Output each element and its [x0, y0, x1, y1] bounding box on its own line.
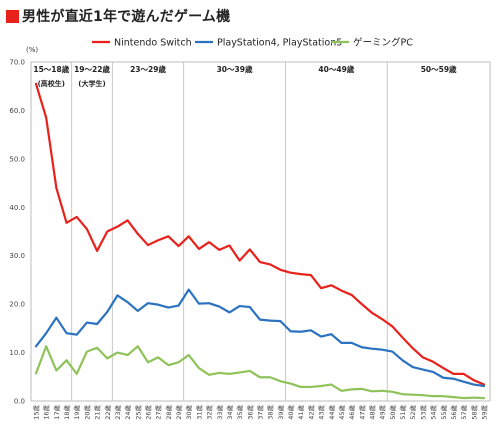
x-tick-label: 26歳 — [144, 405, 153, 420]
x-tick-label: 29歳 — [174, 405, 183, 420]
x-tick-label: 45歳 — [337, 405, 346, 420]
x-tick-label: 33歳 — [215, 405, 224, 420]
y-tick-label: 60.0 — [9, 107, 25, 115]
x-tick-label: 41歳 — [296, 405, 305, 420]
x-tick-label: 37歳 — [256, 405, 265, 420]
x-tick-label: 49歳 — [378, 405, 387, 420]
x-tick-label: 48歳 — [368, 405, 377, 420]
x-tick-label: 40歳 — [286, 405, 295, 420]
y-tick-label: 10.0 — [9, 349, 25, 357]
x-tick-label: 47歳 — [357, 405, 366, 420]
x-tick-label: 54歳 — [429, 405, 438, 420]
x-tick-label: 27歳 — [154, 405, 163, 420]
age-group-label: 19〜22歳 — [74, 64, 110, 74]
age-group-sublabel: (大学生) — [78, 79, 105, 88]
x-tick-label: 55歳 — [439, 405, 448, 420]
age-group-label: 23〜29歳 — [130, 64, 166, 74]
y-axis-unit-label: (%) — [26, 46, 38, 54]
x-tick-label: 19歳 — [72, 405, 81, 420]
x-tick-label: 39歳 — [276, 405, 285, 420]
x-tick-label: 35歳 — [235, 405, 244, 420]
legend-gaming-pc-label: ゲーミングPC — [353, 37, 413, 49]
x-tick-label: 36歳 — [245, 405, 254, 420]
x-tick-label: 30歳 — [184, 405, 193, 420]
x-tick-label: 18歳 — [62, 405, 71, 420]
x-tick-label: 23歳 — [113, 405, 122, 420]
x-tick-label: 24歳 — [123, 405, 132, 420]
x-tick-label: 46歳 — [347, 405, 356, 420]
x-tick-label: 32歳 — [205, 405, 214, 420]
x-tick-label: 34歳 — [225, 405, 234, 420]
y-tick-label: 50.0 — [9, 155, 25, 163]
x-tick-label: 20歳 — [82, 405, 91, 420]
chart-title: 男性が直近1年で遊んだゲーム機 — [22, 9, 231, 25]
x-tick-label: 59歳 — [480, 405, 489, 420]
x-tick-label: 43歳 — [317, 405, 326, 420]
x-tick-label: 58歳 — [469, 405, 478, 420]
age-group-label: 15〜18歳 — [33, 64, 69, 74]
x-tick-label: 53歳 — [418, 405, 427, 420]
x-tick-label: 25歳 — [133, 405, 142, 420]
x-tick-label: 28歳 — [164, 405, 173, 420]
legend-playstation-label: PlayStation4, PlayStation5 — [217, 38, 342, 49]
x-tick-label: 51歳 — [398, 405, 407, 420]
nintendo-switch-line — [34, 82, 486, 386]
age-group-label: 40〜49歳 — [318, 64, 354, 74]
x-tick-label: 56歳 — [449, 405, 458, 420]
x-tick-label: 17歳 — [52, 405, 61, 420]
legend-nintendo-switch-label: Nintendo Switch — [114, 38, 192, 49]
x-tick-label: 38歳 — [266, 405, 275, 420]
playstation-line — [34, 288, 486, 388]
plot-area-border — [30, 61, 491, 402]
title-row: 男性が直近1年で遊んだゲーム機 — [6, 6, 230, 26]
gaming-pc-line — [34, 345, 486, 400]
y-tick-label: 70.0 — [9, 59, 25, 67]
y-tick-label: 40.0 — [9, 204, 25, 212]
title-marker-square — [6, 9, 19, 23]
x-tick-label: 15歳 — [32, 405, 41, 420]
x-tick-label: 16歳 — [42, 405, 51, 420]
y-tick-label: 30.0 — [9, 252, 25, 260]
age-group-sublabel: (高校生) — [38, 79, 65, 88]
x-tick-label: 22歳 — [103, 405, 112, 420]
x-tick-label: 57歳 — [459, 405, 468, 420]
y-tick-label: 0.0 — [14, 398, 25, 406]
x-tick-label: 50歳 — [388, 405, 397, 420]
x-tick-label: 52歳 — [408, 405, 417, 420]
age-group-label: 30〜39歳 — [217, 64, 253, 74]
y-tick-label: 20.0 — [9, 301, 25, 309]
x-tick-label: 44歳 — [327, 405, 336, 420]
x-tick-label: 42歳 — [306, 405, 315, 420]
x-tick-label: 21歳 — [93, 405, 102, 420]
age-group-label: 50〜59歳 — [421, 64, 457, 74]
x-tick-label: 31歳 — [194, 405, 203, 420]
